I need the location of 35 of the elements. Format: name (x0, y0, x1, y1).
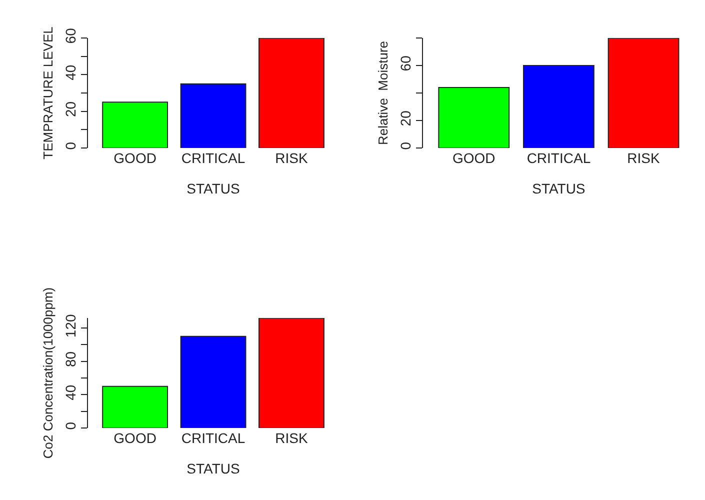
bar (180, 83, 246, 148)
bar (258, 318, 324, 428)
x-tick-label: RISK (275, 150, 308, 166)
x-tick-label: GOOD (114, 150, 156, 166)
x-axis-title: STATUS (186, 180, 240, 196)
y-tick-label: 60 (397, 55, 414, 72)
y-tick-label: 0 (62, 422, 79, 430)
x-tick-label: GOOD (114, 430, 156, 446)
y-tick-label: 0 (62, 142, 79, 150)
y-tick-label: 20 (62, 101, 79, 118)
y-tick-label: 80 (62, 351, 79, 368)
y-tick-label: 20 (397, 110, 414, 126)
y-tick-label: 0 (397, 142, 414, 150)
bar (608, 38, 680, 148)
x-tick-label: RISK (627, 150, 661, 166)
x-tick-label: RISK (275, 430, 308, 446)
x-tick-label: CRITICAL (181, 430, 246, 446)
y-axis-title: Co2 Concentration(1000ppm) (40, 287, 56, 459)
bar (523, 65, 594, 148)
y-axis-title: Relative Moisture (375, 40, 390, 146)
x-tick-label: GOOD (452, 150, 496, 166)
y-tick-label: 40 (62, 64, 79, 80)
bar (180, 336, 246, 428)
x-tick-label: CRITICAL (526, 150, 591, 166)
x-axis-title: STATUS (532, 180, 586, 196)
bar (438, 87, 510, 148)
bar (102, 102, 168, 148)
y-tick-label: 40 (62, 384, 79, 400)
x-axis-title: STATUS (186, 460, 240, 476)
bar (258, 38, 324, 148)
y-axis-title: TEMPRATURE LEVEL (40, 26, 56, 160)
bar (102, 386, 168, 428)
x-tick-label: CRITICAL (181, 150, 246, 166)
y-tick-label: 120 (62, 314, 79, 338)
y-tick-label: 60 (62, 28, 79, 44)
